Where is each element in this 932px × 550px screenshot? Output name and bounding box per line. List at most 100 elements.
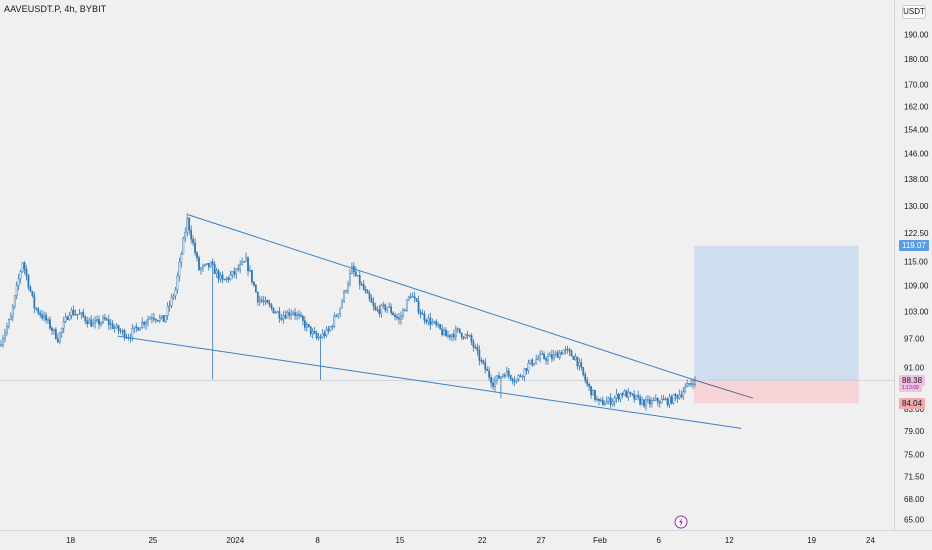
candle-body[interactable]	[302, 316, 304, 321]
candle-body[interactable]	[123, 330, 126, 338]
candle-body[interactable]	[207, 263, 210, 268]
candle-body[interactable]	[33, 295, 36, 309]
candle-body[interactable]	[258, 299, 261, 303]
candle-body[interactable]	[194, 242, 196, 254]
candle-body[interactable]	[368, 292, 371, 299]
candle-body[interactable]	[476, 347, 479, 351]
candle-body[interactable]	[582, 367, 585, 375]
price-axis[interactable]: 65.00 68.00 71.50 75.00 79.00 83.00 91.00 97.00…	[904, 30, 929, 524]
candle-body[interactable]	[29, 286, 32, 292]
candle-body[interactable]	[198, 257, 200, 271]
candle-body[interactable]	[72, 309, 75, 316]
candle-body[interactable]	[231, 271, 234, 276]
candle-body[interactable]	[427, 317, 430, 323]
candle-body[interactable]	[635, 395, 638, 400]
candle-body[interactable]	[351, 266, 353, 274]
candle-body[interactable]	[62, 321, 65, 329]
candle-body[interactable]	[327, 328, 330, 331]
candle-body[interactable]	[109, 323, 112, 325]
candle-body[interactable]	[88, 319, 91, 325]
candle-body[interactable]	[403, 309, 406, 312]
candle-body[interactable]	[498, 375, 500, 379]
candle-body[interactable]	[609, 397, 612, 405]
candle-body[interactable]	[607, 397, 610, 402]
candle-body[interactable]	[315, 332, 318, 339]
candle-body[interactable]	[13, 295, 16, 307]
candle-body[interactable]	[121, 330, 124, 332]
candle-body[interactable]	[388, 306, 391, 308]
candle-body[interactable]	[15, 285, 18, 297]
candle-body[interactable]	[419, 311, 422, 315]
candle-body[interactable]	[2, 338, 4, 346]
candle-body[interactable]	[656, 397, 659, 403]
candle-body[interactable]	[149, 317, 151, 320]
candle-body[interactable]	[190, 230, 193, 240]
candle-body[interactable]	[131, 328, 134, 338]
candle-body[interactable]	[243, 261, 245, 263]
candle-body[interactable]	[141, 322, 144, 329]
candle-body[interactable]	[527, 363, 530, 371]
candle-body[interactable]	[292, 312, 294, 315]
candle-body[interactable]	[574, 356, 577, 360]
candle-body[interactable]	[60, 328, 63, 333]
candle-body[interactable]	[460, 332, 463, 338]
target-zone[interactable]	[694, 245, 859, 381]
candle-body[interactable]	[96, 319, 98, 322]
candle-body[interactable]	[409, 296, 412, 298]
candle-body[interactable]	[160, 315, 163, 318]
candle-body[interactable]	[227, 277, 230, 280]
candle-body[interactable]	[451, 334, 453, 338]
candle-body[interactable]	[270, 304, 273, 309]
candle-body[interactable]	[515, 379, 518, 382]
candle-body[interactable]	[182, 238, 185, 255]
candle-body[interactable]	[490, 377, 492, 384]
candle-body[interactable]	[605, 400, 608, 405]
candle-body[interactable]	[531, 359, 534, 366]
candle-body[interactable]	[511, 378, 514, 382]
candle-body[interactable]	[660, 398, 663, 404]
candle-body[interactable]	[647, 399, 649, 401]
candle-body[interactable]	[158, 317, 161, 321]
candle-body[interactable]	[184, 232, 187, 239]
candle-body[interactable]	[307, 324, 310, 327]
candle-body[interactable]	[447, 334, 449, 337]
candle-body[interactable]	[137, 327, 140, 331]
candle-body[interactable]	[462, 336, 465, 339]
candle-body[interactable]	[603, 403, 606, 406]
candle-body[interactable]	[278, 311, 281, 319]
lower-trendline[interactable]	[117, 335, 742, 429]
candle-body[interactable]	[543, 353, 545, 359]
candle-body[interactable]	[303, 320, 306, 328]
candle-body[interactable]	[456, 328, 459, 330]
candle-body[interactable]	[641, 399, 643, 405]
candle-body[interactable]	[513, 380, 516, 383]
candle-body[interactable]	[396, 316, 398, 319]
candle-body[interactable]	[486, 369, 489, 371]
candle-body[interactable]	[107, 319, 110, 325]
candle-body[interactable]	[84, 316, 87, 322]
candle-body[interactable]	[566, 348, 569, 351]
candle-body[interactable]	[423, 313, 426, 321]
candle-body[interactable]	[111, 323, 114, 329]
candle-body[interactable]	[94, 320, 96, 324]
candle-body[interactable]	[633, 393, 636, 400]
currency-selector[interactable]: USDT	[902, 5, 926, 19]
candle-body[interactable]	[551, 354, 553, 359]
candle-body[interactable]	[509, 375, 512, 380]
candle-body[interactable]	[58, 332, 61, 343]
candle-body[interactable]	[0, 344, 2, 346]
candle-body[interactable]	[215, 270, 218, 275]
candle-body[interactable]	[49, 319, 51, 329]
candle-body[interactable]	[631, 393, 634, 395]
candle-body[interactable]	[282, 315, 285, 320]
candle-body[interactable]	[235, 268, 238, 275]
candle-body[interactable]	[680, 394, 683, 397]
candle-body[interactable]	[35, 307, 38, 310]
candle-body[interactable]	[27, 275, 30, 288]
candle-body[interactable]	[102, 317, 104, 323]
candle-body[interactable]	[354, 271, 357, 276]
candle-body[interactable]	[562, 349, 565, 355]
candle-body[interactable]	[576, 356, 579, 367]
candle-body[interactable]	[584, 374, 587, 381]
candle-body[interactable]	[66, 316, 69, 320]
